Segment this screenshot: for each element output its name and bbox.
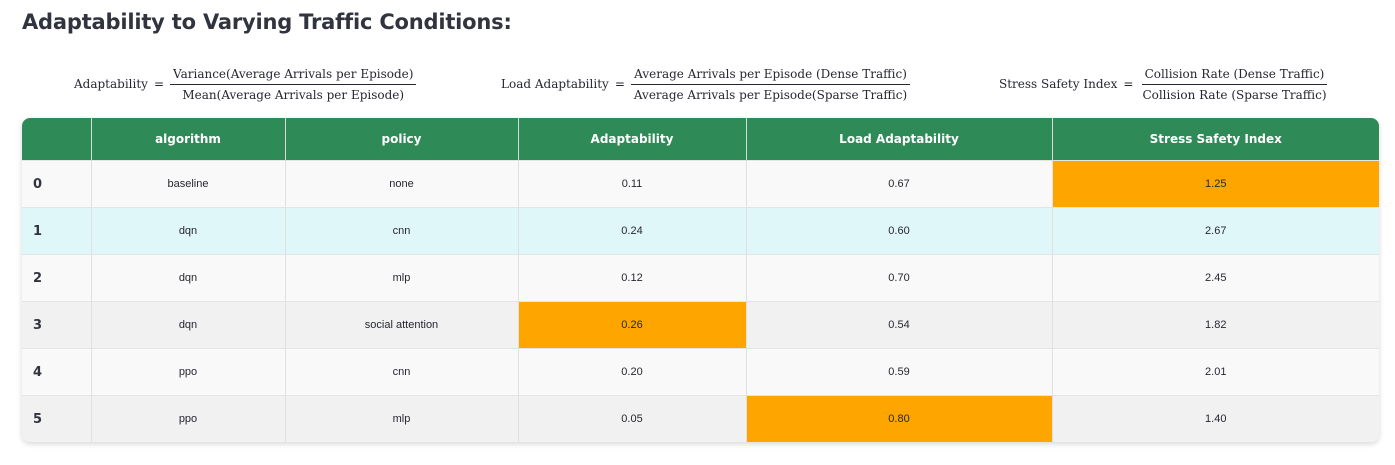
cell-stress-safety-index-highlighted: 1.25 (1052, 160, 1379, 208)
cell-adaptability: 0.24 (518, 207, 747, 255)
column-header-policy[interactable]: policy (285, 118, 519, 161)
cell-load-adaptability-highlighted: 0.80 (746, 395, 1053, 442)
formula-numerator: Collision Rate (Dense Traffic) (1141, 66, 1328, 85)
table-row[interactable]: 5 ppo mlp 0.05 0.80 1.40 (22, 395, 1379, 442)
cell-algorithm: dqn (91, 301, 286, 349)
row-index: 1 (22, 207, 92, 255)
column-header-algorithm[interactable]: algorithm (91, 118, 286, 161)
formula-equals: = (1123, 77, 1134, 91)
cell-stress-safety-index: 1.40 (1052, 395, 1379, 442)
cell-load-adaptability: 0.70 (746, 254, 1053, 302)
cell-algorithm: ppo (91, 348, 286, 396)
row-index: 3 (22, 301, 92, 349)
cell-algorithm: dqn (91, 254, 286, 302)
column-header-stress-safety-index[interactable]: Stress Safety Index (1052, 118, 1379, 161)
table-row[interactable]: 3 dqn social attention 0.26 0.54 1.82 (22, 301, 1379, 349)
formula-numerator: Variance(Average Arrivals per Episode) (170, 66, 417, 85)
table-row[interactable]: 2 dqn mlp 0.12 0.70 2.45 (22, 254, 1379, 302)
formula-denominator: Collision Rate (Sparse Traffic) (1142, 87, 1327, 102)
column-header-adaptability[interactable]: Adaptability (518, 118, 747, 161)
cell-policy: social attention (285, 301, 519, 349)
cell-adaptability-highlighted: 0.26 (518, 301, 747, 349)
cell-stress-safety-index: 2.01 (1052, 348, 1379, 396)
cell-adaptability: 0.12 (518, 254, 747, 302)
cell-policy: mlp (285, 254, 519, 302)
results-table-container: algorithm policy Adaptability Load Adapt… (22, 118, 1379, 442)
cell-load-adaptability: 0.67 (746, 160, 1053, 208)
formula-load-adaptability: Load Adaptability = Average Arrivals per… (501, 62, 910, 106)
formula-fraction: Variance(Average Arrivals per Episode) M… (170, 66, 417, 103)
row-index: 2 (22, 254, 92, 302)
row-index: 4 (22, 348, 92, 396)
table-header-row: algorithm policy Adaptability Load Adapt… (22, 118, 1379, 161)
cell-load-adaptability: 0.59 (746, 348, 1053, 396)
cell-policy: cnn (285, 348, 519, 396)
formula-adaptability: Adaptability = Variance(Average Arrivals… (74, 62, 417, 106)
formula-equals: = (153, 77, 165, 91)
formula-denominator: Average Arrivals per Episode(Sparse Traf… (633, 87, 908, 102)
cell-stress-safety-index: 1.82 (1052, 301, 1379, 349)
table-row[interactable]: 4 ppo cnn 0.20 0.59 2.01 (22, 348, 1379, 396)
page-title: Adaptability to Varying Traffic Conditio… (22, 10, 512, 34)
cell-adaptability: 0.05 (518, 395, 747, 442)
cell-load-adaptability: 0.54 (746, 301, 1053, 349)
cell-algorithm: ppo (91, 395, 286, 442)
row-index: 0 (22, 160, 92, 208)
cell-algorithm: dqn (91, 207, 286, 255)
formula-equals: = (614, 77, 625, 91)
formula-fraction: Collision Rate (Dense Traffic) Collision… (1139, 66, 1329, 103)
formula-lhs: Stress Safety Index (999, 77, 1118, 91)
cell-adaptability: 0.11 (518, 160, 747, 208)
table-row[interactable]: 1 dqn cnn 0.24 0.60 2.67 (22, 207, 1379, 255)
table-row[interactable]: 0 baseline none 0.11 0.67 1.25 (22, 160, 1379, 208)
formula-denominator: Mean(Average Arrivals per Episode) (182, 87, 405, 102)
cell-stress-safety-index: 2.45 (1052, 254, 1379, 302)
formula-lhs: Adaptability (74, 77, 148, 91)
cell-policy: mlp (285, 395, 519, 442)
formula-lhs: Load Adaptability (501, 77, 609, 91)
cell-adaptability: 0.20 (518, 348, 747, 396)
cell-policy: none (285, 160, 519, 208)
cell-algorithm: baseline (91, 160, 286, 208)
results-table: algorithm policy Adaptability Load Adapt… (22, 118, 1379, 442)
formula-numerator: Average Arrivals per Episode (Dense Traf… (631, 66, 910, 85)
cell-stress-safety-index: 2.67 (1052, 207, 1379, 255)
cell-policy: cnn (285, 207, 519, 255)
cell-load-adaptability: 0.60 (746, 207, 1053, 255)
formula-fraction: Average Arrivals per Episode (Dense Traf… (631, 66, 910, 103)
column-header-index[interactable] (22, 118, 92, 161)
column-header-load-adaptability[interactable]: Load Adaptability (746, 118, 1053, 161)
row-index: 5 (22, 395, 92, 442)
formula-stress-safety-index: Stress Safety Index = Collision Rate (De… (999, 62, 1330, 106)
